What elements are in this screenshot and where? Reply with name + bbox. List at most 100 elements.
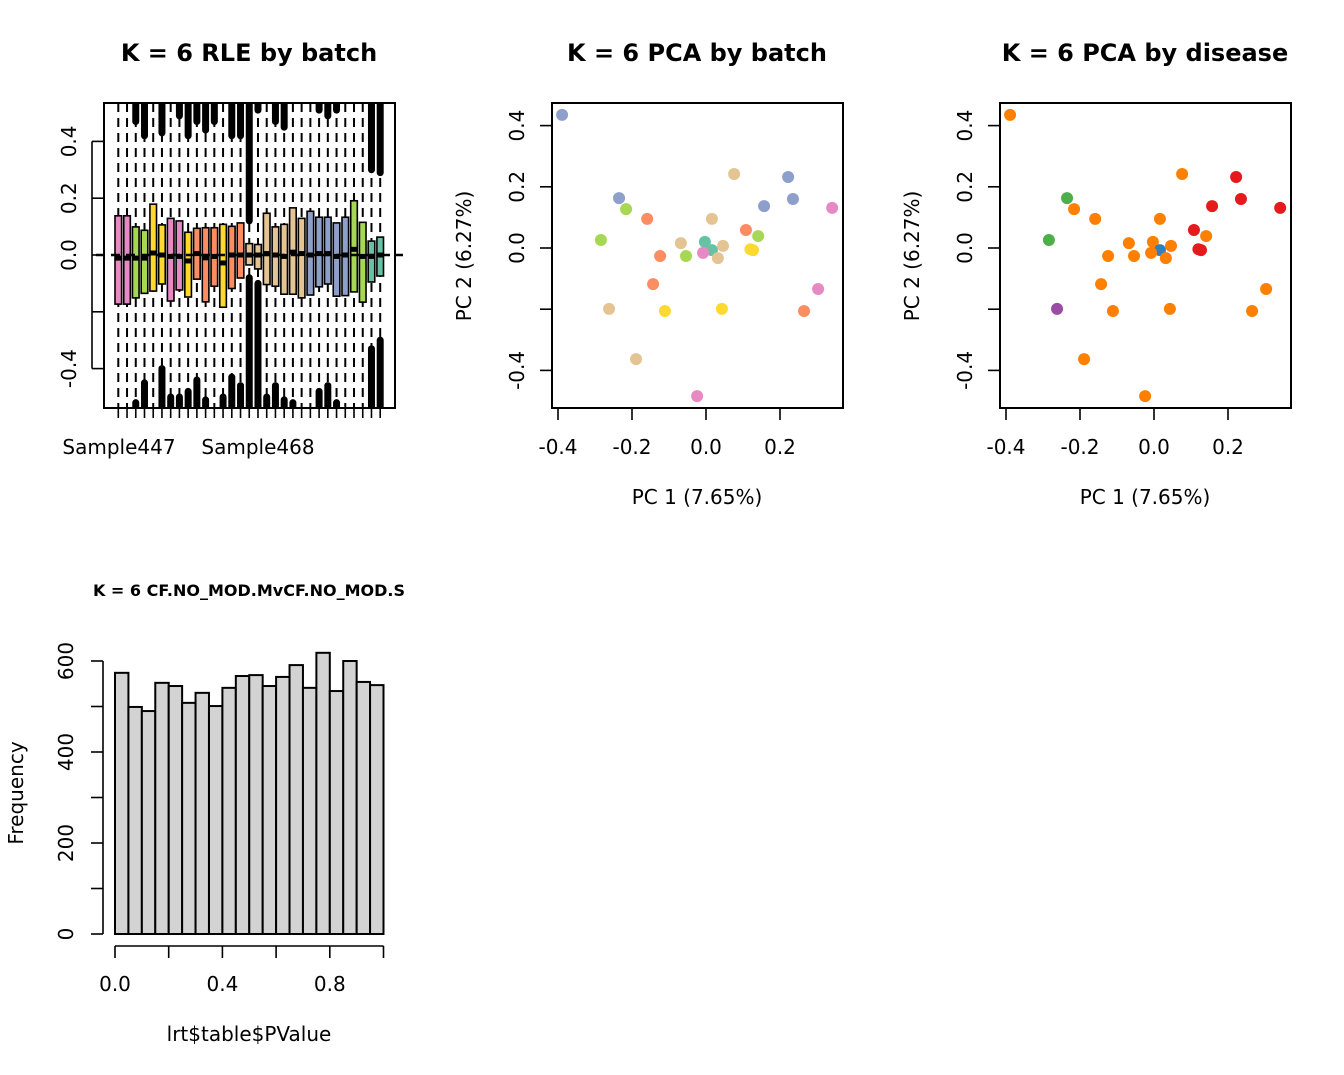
histogram-bar (248, 674, 264, 935)
histogram-xtick-label: 0.8 (314, 972, 346, 996)
pca-disease-point (1187, 223, 1200, 236)
pca-disease-point (1139, 390, 1152, 403)
rle-panel: K = 6 RLE by batch -0.4 0.0 0.2 0.4 Sample4… (57, 39, 403, 459)
histogram-bar (154, 681, 170, 936)
pca-batch-point (826, 201, 839, 214)
pca-batch-point (758, 200, 771, 213)
pca-disease-point (1051, 302, 1064, 315)
pca-batch-point (705, 212, 718, 225)
pca-batch-point (647, 278, 660, 291)
pca-batch-point (798, 305, 811, 318)
pca-disease-point (1230, 171, 1243, 184)
histogram-bar (355, 680, 372, 935)
pca-disease-xtick-label: -0.4 (986, 435, 1025, 459)
histogram-bar (288, 664, 304, 935)
pca-batch-point (620, 203, 633, 216)
pca-batch-panel: K = 6 PCA by batch -0.4 -0.2 0.0 0.2 -0.4 0.0… (452, 39, 844, 509)
pca-disease-panel: K = 6 PCA by disease -0.4 -0.2 0.0 0.2 -0.4 0… (900, 39, 1292, 509)
rle-box (236, 222, 245, 279)
rle-box (149, 203, 158, 292)
pca-disease-plot-area: -0.4 -0.2 0.0 0.2 -0.4 0.0 0.2 0.4 (953, 102, 1292, 459)
pca-disease-point (1068, 203, 1081, 216)
pca-disease-point (1153, 212, 1166, 225)
pca-batch-point (728, 167, 741, 180)
pca-batch-point (654, 249, 667, 262)
pca-disease-ytick-label: 0.2 (953, 171, 977, 203)
pca-batch-point (674, 237, 687, 250)
pca-disease-point (1260, 283, 1273, 296)
pca-disease-point (1163, 302, 1176, 315)
pca-batch-point (812, 283, 825, 296)
rle-box (358, 221, 367, 303)
histogram-xlabel: lrt$table$PValue (167, 1022, 332, 1046)
histogram-ytick-label: 400 (54, 733, 78, 771)
pca-batch-point (717, 239, 730, 252)
histogram-bar (167, 685, 184, 936)
rle-box (280, 223, 289, 295)
pca-batch-ytick-label: 0.4 (505, 110, 529, 142)
pca-disease-xtick-label: 0.2 (1212, 435, 1244, 459)
rle-box (323, 216, 332, 285)
pca-batch-title: K = 6 PCA by batch (567, 39, 827, 67)
pca-disease-point (1089, 212, 1102, 225)
histogram-bar (369, 684, 385, 935)
pca-batch-point (630, 353, 643, 366)
pca-batch-point (697, 246, 710, 259)
rle-xtick-label: Sample447 (62, 435, 175, 459)
pca-batch-xtick-label: -0.4 (538, 435, 577, 459)
histogram-ytick-label: 200 (54, 824, 78, 862)
histogram-bar (114, 671, 130, 936)
pca-batch-point (594, 234, 607, 247)
pca-batch-ylabel: PC 2 (6.27%) (452, 191, 476, 322)
pca-disease-frame (999, 102, 1292, 409)
pca-disease-point (1102, 249, 1115, 262)
rle-box (297, 217, 306, 299)
rle-box (140, 229, 149, 295)
histogram-bar (275, 675, 291, 935)
pca-batch-point (739, 223, 752, 236)
pca-disease-point (1246, 305, 1259, 318)
pca-batch-point (715, 302, 728, 315)
histogram-bar (328, 690, 345, 936)
pca-batch-point (746, 244, 759, 257)
histogram-plot-area: 0.0 0.4 0.8 0 200 400 600 (54, 642, 385, 996)
pca-batch-point (698, 235, 711, 248)
pca-batch-point (658, 305, 671, 318)
pca-disease-point (1122, 237, 1135, 250)
pca-batch-point (641, 212, 654, 225)
histogram-bar (207, 705, 224, 935)
pca-disease-point (1078, 353, 1091, 366)
pca-batch-xtick-label: 0.0 (690, 435, 722, 459)
pvalue-histogram-panel: K = 6 CF.NO_MOD.MvCF.NO_MOD.S 0.0 0.4 0.80… (4, 581, 405, 1046)
pca-batch-frame (551, 102, 844, 409)
histogram-ytick-label: 0 (54, 928, 78, 941)
rle-box (131, 226, 140, 299)
pca-disease-point (1061, 192, 1074, 205)
pca-disease-xtick-label: 0.0 (1138, 435, 1170, 459)
rle-box (184, 231, 193, 298)
histogram-title: K = 6 CF.NO_MOD.MvCF.NO_MOD.S (93, 581, 405, 600)
rle-xtick-label: Sample468 (201, 435, 314, 459)
rle-box (262, 212, 271, 286)
histogram-bar (301, 686, 318, 935)
pca-batch-point (680, 249, 693, 262)
pca-disease-title: K = 6 PCA by disease (1002, 39, 1289, 67)
pca-batch-point (786, 193, 799, 206)
pca-disease-point (1165, 239, 1178, 252)
rle-box (332, 222, 341, 297)
rle-plot-area: -0.4 0.0 0.2 0.4 (57, 102, 403, 418)
rle-box (349, 199, 359, 293)
rle-ytick-label: -0.4 (57, 349, 81, 388)
histogram-ytick-label: 600 (54, 642, 78, 680)
rle-box (367, 240, 376, 283)
rle-box (218, 223, 228, 309)
histogram-bar (261, 685, 278, 936)
histogram-xtick-label: 0.0 (99, 972, 131, 996)
histogram-ylabel: Frequency (4, 741, 28, 844)
rle-title: K = 6 RLE by batch (121, 39, 377, 67)
pca-disease-ytick-label: 0.0 (953, 232, 977, 264)
rle-box (166, 217, 175, 302)
pca-disease-ylabel: PC 2 (6.27%) (900, 191, 924, 322)
rle-box (201, 226, 210, 303)
pca-batch-xlabel: PC 1 (7.65%) (632, 485, 763, 509)
